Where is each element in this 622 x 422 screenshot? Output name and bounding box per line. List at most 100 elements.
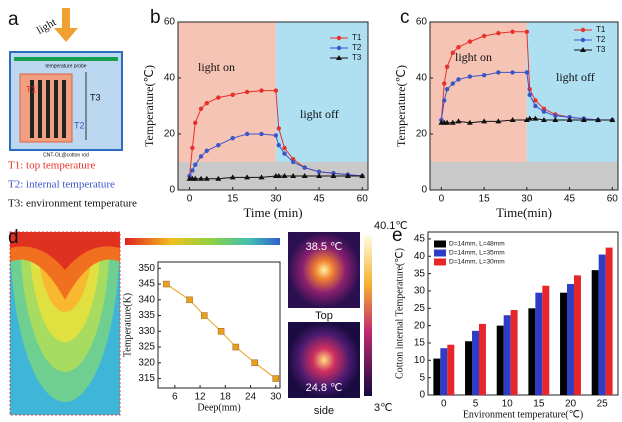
data-point bbox=[481, 118, 488, 124]
data-point bbox=[217, 328, 225, 335]
legend-marker bbox=[336, 55, 342, 60]
bar bbox=[465, 341, 473, 395]
plot-frame bbox=[429, 21, 619, 191]
data-point bbox=[481, 73, 487, 78]
y-tick-label: 40 bbox=[416, 73, 428, 84]
data-point bbox=[467, 39, 473, 44]
x-tick-label: 0 bbox=[441, 399, 447, 410]
data-point bbox=[495, 118, 502, 124]
data-point bbox=[330, 173, 337, 178]
panel-label: a bbox=[8, 9, 19, 30]
bar bbox=[573, 275, 581, 395]
x-tick-label: 15 bbox=[533, 399, 545, 410]
data-point bbox=[552, 117, 559, 122]
x-tick-label: 18 bbox=[220, 392, 232, 403]
y-tick-label: 340 bbox=[138, 294, 155, 305]
x-tick-label: 6 bbox=[172, 392, 178, 403]
side-label: side bbox=[314, 405, 334, 417]
data-point bbox=[553, 113, 558, 119]
legend-marker bbox=[336, 35, 342, 41]
y-tick-label: 20 bbox=[416, 129, 428, 140]
y-tick-label: 350 bbox=[138, 263, 155, 274]
panel-label: d bbox=[8, 227, 19, 248]
y-tick-label: 335 bbox=[138, 310, 155, 321]
bar bbox=[591, 270, 599, 395]
y-tick-label: 345 bbox=[138, 279, 155, 290]
data-point bbox=[527, 92, 532, 98]
legend-text: T2 bbox=[352, 43, 362, 52]
shaded-region bbox=[275, 22, 368, 162]
data-point bbox=[216, 95, 221, 100]
data-point bbox=[526, 115, 533, 121]
x-tick-label: 60 bbox=[357, 194, 369, 205]
x-tick-label: 30 bbox=[270, 392, 282, 403]
data-point bbox=[198, 175, 205, 181]
data-point bbox=[216, 143, 221, 148]
data-point bbox=[290, 173, 297, 178]
x-axis-label: Deep(mm) bbox=[197, 402, 240, 413]
x-tick-label: 25 bbox=[597, 399, 609, 410]
data-point bbox=[186, 296, 193, 304]
thermal-top bbox=[288, 232, 360, 308]
panel-label: e bbox=[392, 225, 403, 246]
x-tick-label: 24 bbox=[245, 392, 257, 403]
t1-mark: T1 bbox=[26, 84, 37, 94]
data-point bbox=[229, 174, 236, 180]
x-tick-label: 60 bbox=[607, 194, 619, 205]
rod-stripes bbox=[30, 80, 66, 138]
data-point bbox=[496, 31, 501, 36]
legend-text: T3 bbox=[596, 45, 606, 54]
data-point bbox=[198, 106, 204, 112]
bar bbox=[510, 310, 518, 395]
data-point bbox=[259, 88, 264, 93]
data-point bbox=[449, 119, 456, 125]
top-label: Top bbox=[315, 310, 333, 322]
y-tick-label: 320 bbox=[138, 357, 155, 368]
panel-label: b bbox=[150, 7, 161, 28]
y-tick-label: 25 bbox=[414, 303, 426, 314]
probe-bar bbox=[14, 57, 118, 61]
data-point bbox=[276, 143, 281, 148]
data-point bbox=[540, 117, 547, 122]
data-point bbox=[527, 87, 532, 92]
data-point bbox=[203, 175, 210, 181]
legend-swatch bbox=[434, 240, 446, 248]
data-point bbox=[496, 70, 501, 75]
y-tick-label: 30 bbox=[414, 286, 426, 297]
bar bbox=[528, 308, 536, 395]
x-tick-label: 30 bbox=[521, 194, 533, 205]
data-point bbox=[344, 173, 351, 178]
plot-frame bbox=[427, 231, 619, 396]
data-point bbox=[450, 50, 455, 55]
y-tick-label: 40 bbox=[414, 251, 426, 262]
bar bbox=[440, 348, 448, 395]
y-tick-label: 35 bbox=[414, 268, 426, 279]
color-scale bbox=[125, 238, 280, 245]
shaded-region bbox=[178, 22, 276, 162]
y-tick-label: 330 bbox=[138, 326, 155, 337]
y-axis-label: Temperature(K) bbox=[122, 293, 133, 357]
x-tick-label: 30 bbox=[270, 194, 282, 205]
data-point bbox=[523, 117, 530, 122]
annotation: light off bbox=[300, 107, 339, 121]
bar bbox=[542, 285, 550, 395]
annotation: light off bbox=[556, 70, 595, 84]
data-point bbox=[258, 174, 265, 180]
y-tick-label: 315 bbox=[138, 373, 155, 384]
contour-frame bbox=[9, 231, 121, 416]
top-value: 38.5 ℃ bbox=[306, 241, 343, 253]
t2-mark: T2 bbox=[74, 120, 85, 130]
x-axis-label: Time(min) bbox=[496, 205, 552, 220]
data-point bbox=[290, 159, 296, 165]
legend-text: T2: internal temperature bbox=[8, 179, 115, 191]
x-tick-label: 10 bbox=[502, 399, 514, 410]
data-point bbox=[444, 64, 450, 70]
y-tick-label: 60 bbox=[164, 17, 176, 28]
data-point bbox=[201, 312, 208, 319]
legend-marker bbox=[580, 37, 586, 43]
legend-text: T1: top temperature bbox=[8, 160, 95, 172]
data-point bbox=[566, 117, 573, 122]
x-tick-label: 12 bbox=[195, 392, 207, 403]
x-tick-label: 15 bbox=[479, 194, 491, 205]
